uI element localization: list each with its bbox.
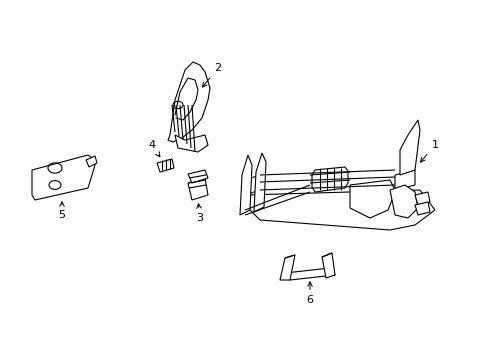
Polygon shape: [280, 255, 294, 280]
Polygon shape: [168, 62, 209, 142]
Polygon shape: [399, 120, 419, 175]
Text: 6: 6: [306, 282, 313, 305]
Polygon shape: [414, 202, 429, 215]
Polygon shape: [240, 155, 251, 215]
Text: 3: 3: [196, 204, 203, 223]
Polygon shape: [86, 156, 97, 167]
Polygon shape: [157, 159, 174, 172]
Polygon shape: [32, 155, 95, 200]
Polygon shape: [175, 135, 207, 152]
Text: 2: 2: [202, 63, 221, 87]
Polygon shape: [285, 268, 334, 280]
Polygon shape: [244, 175, 260, 195]
Polygon shape: [389, 185, 417, 218]
Polygon shape: [394, 170, 414, 190]
Polygon shape: [253, 153, 265, 212]
Polygon shape: [187, 178, 207, 200]
Text: 4: 4: [148, 140, 160, 157]
Polygon shape: [321, 253, 334, 278]
Polygon shape: [349, 180, 394, 218]
Polygon shape: [311, 167, 347, 192]
Polygon shape: [244, 190, 434, 230]
Polygon shape: [414, 192, 429, 205]
Polygon shape: [187, 170, 207, 183]
Text: 1: 1: [420, 140, 438, 162]
Text: 5: 5: [59, 202, 65, 220]
